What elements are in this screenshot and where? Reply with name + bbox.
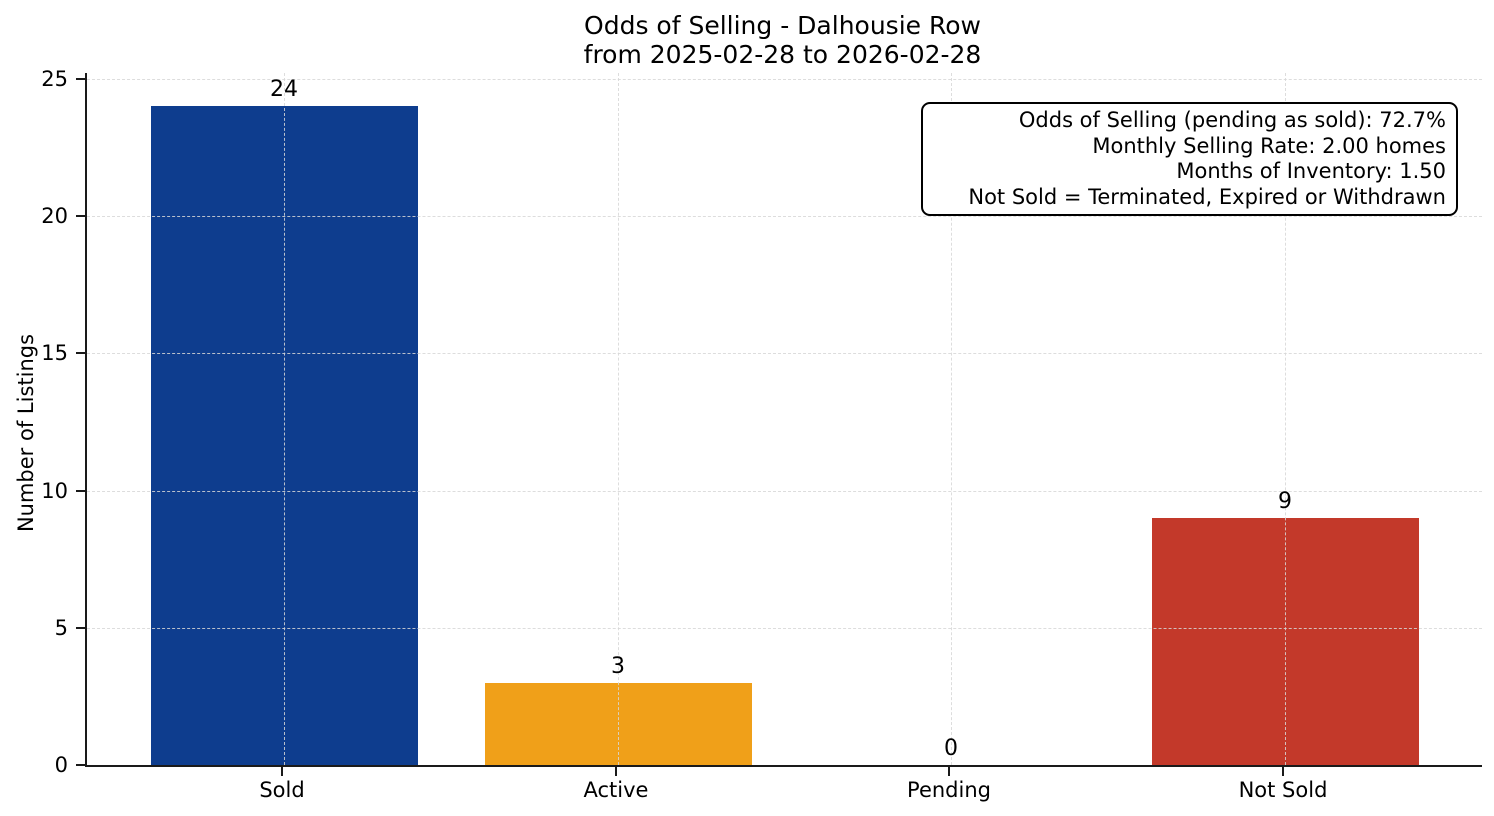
annotation-box: Odds of Selling (pending as sold): 72.7%… <box>921 102 1458 216</box>
plot-area: 24 3 0 9 <box>85 73 1482 767</box>
h-gridline-15 <box>87 353 1482 354</box>
x-tick-mark-not-sold <box>1282 767 1284 776</box>
h-gridline-25 <box>87 79 1482 80</box>
y-tick-label-15: 15 <box>41 341 68 365</box>
x-tick-mark-sold <box>281 767 283 776</box>
bar-value-label-sold: 24 <box>270 77 298 102</box>
y-tick-label-5: 5 <box>54 616 68 640</box>
y-tick-label-20: 20 <box>41 204 68 228</box>
v-gridline-sold <box>284 73 285 765</box>
annotation-line-3: Months of Inventory: 1.50 <box>1176 159 1446 183</box>
bar-value-label-pending: 0 <box>944 736 958 761</box>
v-gridline-not-sold <box>1285 73 1286 765</box>
y-tick-mark-20 <box>76 215 85 217</box>
chart-title-line-1: Odds of Selling - Dalhousie Row <box>584 11 981 40</box>
h-gridline-20 <box>87 216 1482 217</box>
y-tick-mark-10 <box>76 490 85 492</box>
y-tick-mark-0 <box>76 764 85 766</box>
v-gridline-active <box>618 73 619 765</box>
h-gridline-5 <box>87 628 1482 629</box>
chart-title: Odds of Selling - Dalhousie Row from 202… <box>85 11 1480 69</box>
annotation-line-4: Not Sold = Terminated, Expired or Withdr… <box>968 184 1446 209</box>
bar-value-label-active: 3 <box>611 654 625 679</box>
x-tick-label-not-sold: Not Sold <box>1238 778 1328 802</box>
x-tick-label-pending: Pending <box>907 778 991 802</box>
bar-value-label-not-sold: 9 <box>1278 489 1292 514</box>
h-gridline-10 <box>87 491 1482 492</box>
y-tick-label-10: 10 <box>41 479 68 503</box>
x-tick-label-active: Active <box>583 778 649 802</box>
annotation-line-1: Odds of Selling (pending as sold): 72.7% <box>1018 108 1446 132</box>
v-gridline-pending <box>951 73 952 765</box>
y-tick-mark-5 <box>76 627 85 629</box>
x-tick-label-sold: Sold <box>259 778 305 802</box>
annotation-line-2: Monthly Selling Rate: 2.00 homes <box>1092 133 1446 158</box>
chart-title-line-2: from 2025-02-28 to 2026-02-28 <box>583 40 982 69</box>
y-tick-mark-25 <box>76 78 85 80</box>
y-tick-mark-15 <box>76 352 85 354</box>
x-tick-mark-active <box>615 767 617 776</box>
y-tick-label-25: 25 <box>41 67 68 91</box>
y-tick-label-0: 0 <box>54 753 68 777</box>
x-tick-mark-pending <box>948 767 950 776</box>
